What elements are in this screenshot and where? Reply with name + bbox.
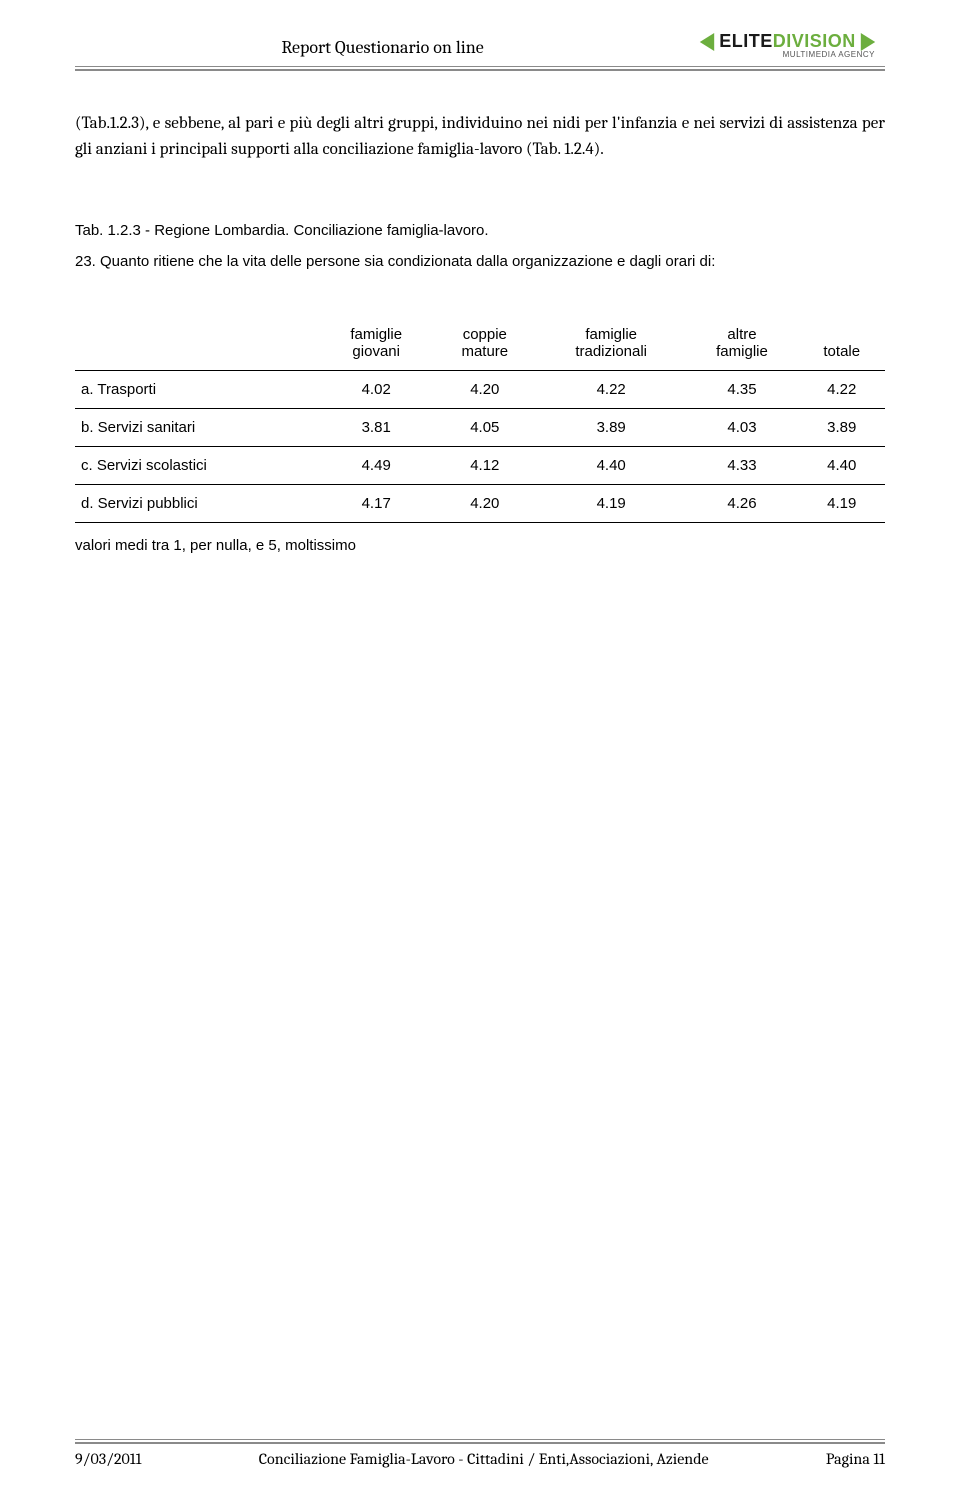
cell: 4.33 xyxy=(685,446,798,484)
col-header-line2: mature xyxy=(461,343,508,360)
footer-page: Pagina 11 xyxy=(826,1450,885,1468)
col-header-line2: famiglie xyxy=(716,343,768,360)
cell: 4.35 xyxy=(685,370,798,408)
col-header: famigliegiovani xyxy=(320,318,433,371)
cell: 4.40 xyxy=(537,446,686,484)
cell: 4.19 xyxy=(799,484,886,522)
cell: 3.89 xyxy=(537,408,686,446)
table-title: Tab. 1.2.3 - Regione Lombardia. Concilia… xyxy=(75,222,885,239)
col-header: totale xyxy=(799,318,886,371)
logo-subtitle: MULTIMEDIA AGENCY xyxy=(690,50,885,59)
col-header-line1: altre xyxy=(727,326,756,343)
cell: 4.20 xyxy=(433,370,537,408)
cell: 4.26 xyxy=(685,484,798,522)
footer-center: Conciliazione Famiglia-Lavoro - Cittadin… xyxy=(259,1450,709,1468)
table-row: d. Servizi pubblici 4.17 4.20 4.19 4.26 … xyxy=(75,484,885,522)
logo-text-right: DIVISION xyxy=(773,31,856,52)
cell: 4.49 xyxy=(320,446,433,484)
col-header-line1: famiglie xyxy=(350,326,402,343)
cell: 4.12 xyxy=(433,446,537,484)
page: Report Questionario on line ELITEDIVISIO… xyxy=(0,0,960,1504)
row-label: b. Servizi sanitari xyxy=(75,408,320,446)
table-question: 23. Quanto ritiene che la vita delle per… xyxy=(75,253,885,270)
table-row: a. Trasporti 4.02 4.20 4.22 4.35 4.22 xyxy=(75,370,885,408)
table-header-row: famigliegiovani coppiemature famiglietra… xyxy=(75,318,885,371)
col-header-line1: totale xyxy=(823,343,860,360)
col-header-line1: famiglie xyxy=(585,326,637,343)
body-paragraph: (Tab.1.2.3), e sebbene, al pari e più de… xyxy=(75,111,885,164)
cell: 4.22 xyxy=(537,370,686,408)
chevron-right-icon xyxy=(859,33,877,51)
cell: 4.20 xyxy=(433,484,537,522)
header-title: Report Questionario on line xyxy=(75,37,690,62)
cell: 4.02 xyxy=(320,370,433,408)
logo: ELITEDIVISION MULTIMEDIA AGENCY xyxy=(690,28,885,62)
table-note: valori medi tra 1, per nulla, e 5, molti… xyxy=(75,537,885,554)
col-header: famiglietradizionali xyxy=(537,318,686,371)
cell: 4.22 xyxy=(799,370,886,408)
col-header-line2: tradizionali xyxy=(575,343,647,360)
footer-row: 9/03/2011 Conciliazione Famiglia-Lavoro … xyxy=(75,1450,885,1468)
cell: 4.19 xyxy=(537,484,686,522)
footer-date: 9/03/2011 xyxy=(75,1450,141,1468)
logo-text-left: ELITE xyxy=(719,31,773,52)
cell: 4.03 xyxy=(685,408,798,446)
header: Report Questionario on line ELITEDIVISIO… xyxy=(75,0,885,62)
cell: 4.17 xyxy=(320,484,433,522)
footer: 9/03/2011 Conciliazione Famiglia-Lavoro … xyxy=(75,1439,885,1468)
footer-divider xyxy=(75,1439,885,1444)
header-divider xyxy=(75,66,885,71)
data-table: famigliegiovani coppiemature famiglietra… xyxy=(75,318,885,523)
logo-main: ELITEDIVISION xyxy=(698,31,877,52)
row-label: d. Servizi pubblici xyxy=(75,484,320,522)
row-label: c. Servizi scolastici xyxy=(75,446,320,484)
row-label: a. Trasporti xyxy=(75,370,320,408)
col-header: coppiemature xyxy=(433,318,537,371)
cell: 4.05 xyxy=(433,408,537,446)
cell: 3.89 xyxy=(799,408,886,446)
chevron-left-icon xyxy=(698,33,716,51)
col-header-blank xyxy=(75,318,320,371)
table-row: c. Servizi scolastici 4.49 4.12 4.40 4.3… xyxy=(75,446,885,484)
table-row: b. Servizi sanitari 3.81 4.05 3.89 4.03 … xyxy=(75,408,885,446)
cell: 4.40 xyxy=(799,446,886,484)
logo-text: ELITEDIVISION xyxy=(719,31,856,52)
col-header: altrefamiglie xyxy=(685,318,798,371)
col-header-line1: coppie xyxy=(463,326,507,343)
cell: 3.81 xyxy=(320,408,433,446)
col-header-line2: giovani xyxy=(352,343,400,360)
